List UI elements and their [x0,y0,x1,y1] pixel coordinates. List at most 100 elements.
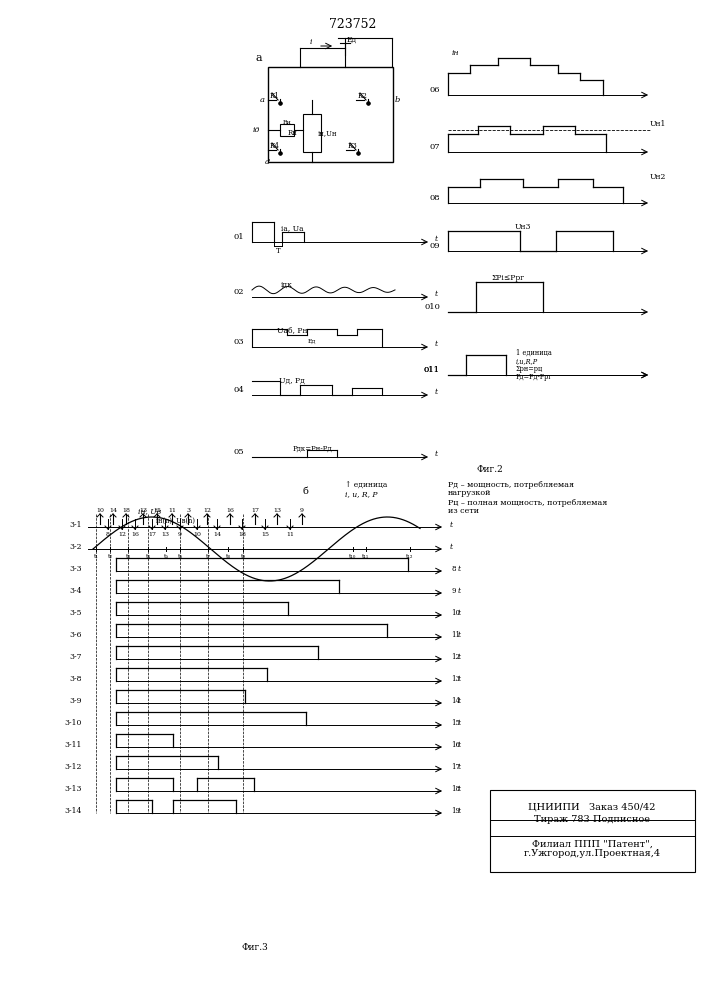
Text: 3-6: 3-6 [69,631,82,639]
Text: 10: 10 [193,532,201,538]
Text: К2: К2 [358,92,368,100]
Text: 11: 11 [286,532,294,538]
Text: t: t [458,697,461,705]
Text: ↑ единица: ↑ единица [345,482,387,490]
Text: 16: 16 [226,508,234,512]
Text: 3-9: 3-9 [69,697,82,705]
Text: 14: 14 [451,697,460,705]
Text: 19: 19 [451,807,460,815]
Text: t₈: t₈ [226,554,230,560]
Text: г.Ужгород,ул.Проектная,4: г.Ужгород,ул.Проектная,4 [523,850,660,858]
Text: Uн1: Uн1 [650,120,667,128]
Text: Pц – полная мощность, потребляемая: Pц – полная мощность, потребляемая [448,499,607,507]
Text: 12: 12 [203,508,211,512]
Text: Фиг.2: Фиг.2 [477,466,503,475]
Text: t: t [458,785,461,793]
Text: 010: 010 [424,303,440,311]
Text: 17: 17 [451,763,460,771]
Text: из сети: из сети [448,507,479,515]
Text: 3-1: 3-1 [69,521,82,529]
Text: t₇: t₇ [206,554,211,560]
Text: Uн2: Uн2 [650,173,667,181]
Text: 723752: 723752 [329,18,377,31]
Text: t: t [458,675,461,683]
Text: Eд: Eд [308,338,316,344]
Text: Σрн=рц: Σрн=рц [516,365,543,373]
Text: t: t [435,235,438,243]
Text: Pд=Pд-Pрг: Pд=Pд-Pрг [516,373,553,381]
Text: T: T [276,247,281,255]
Text: iд: iд [252,126,260,134]
Text: 11: 11 [168,508,176,512]
Text: ΣPi≤Pрг: ΣPi≤Pрг [491,274,525,282]
Text: t₃: t₃ [126,554,131,560]
Text: 18: 18 [238,532,246,538]
Text: Тираж 783 Подписное: Тираж 783 Подписное [534,816,650,824]
Text: Pд – мощность, потребляемая: Pд – мощность, потребляемая [448,481,574,489]
Text: Rн: Rн [288,129,298,137]
Text: iн, Uв: iн, Uв [139,507,162,515]
Text: iдк: iдк [281,281,293,289]
Text: Фиг.3: Фиг.3 [242,944,269,952]
Text: t: t [435,290,438,298]
Text: Uн3: Uн3 [515,223,531,231]
Bar [490,790,695,872]
Text: 01: 01 [233,233,244,241]
Text: t₅: t₅ [163,554,168,560]
Text: t₉: t₉ [240,554,245,560]
Text: 08: 08 [429,194,440,202]
Text: t: t [458,807,461,815]
Text: t: t [435,340,438,348]
Text: 3-8: 3-8 [69,675,82,683]
Text: t₁₂: t₁₂ [407,554,414,560]
Text: 11: 11 [451,631,460,639]
Text: i,u,R,P: i,u,R,P [516,357,538,365]
Text: 06: 06 [429,86,440,94]
Text: t₁₀: t₁₀ [349,554,357,560]
Text: К3: К3 [348,142,358,150]
Text: t₄: t₄ [146,554,151,560]
Text: 10: 10 [451,609,460,617]
Text: b: b [395,96,400,104]
Text: 03: 03 [233,338,244,346]
Text: 09: 09 [429,242,440,250]
Text: 14: 14 [213,532,221,538]
Text: t: t [458,587,461,595]
Text: 13: 13 [161,532,169,538]
Text: Uд, Pд: Uд, Pд [279,377,305,385]
Text: 05: 05 [233,448,244,456]
Text: 3-2: 3-2 [69,543,82,551]
Text: t₆: t₆ [177,554,182,560]
Text: б: б [302,488,308,496]
Text: 011: 011 [424,366,440,374]
Text: 15: 15 [261,532,269,538]
Text: ЦНИИПИ   Заказ 450/42: ЦНИИПИ Заказ 450/42 [528,802,656,812]
Text: Филиал ППП "Патент",: Филиал ППП "Патент", [532,840,653,848]
Text: iн,Uн: iн,Uн [318,129,338,137]
Text: t₁: t₁ [93,554,98,560]
Text: Pдк=Pн-Pд: Pдк=Pн-Pд [292,445,332,453]
Text: 04: 04 [233,386,244,394]
Text: 18: 18 [122,508,130,512]
Text: 3-7: 3-7 [69,653,82,661]
Text: 011: 011 [424,366,440,374]
Text: 8: 8 [451,565,455,573]
Text: 9: 9 [451,587,455,595]
Text: t: t [435,388,438,396]
Text: 10: 10 [96,508,104,512]
Text: t: t [458,741,461,749]
Text: 3: 3 [186,508,190,512]
Text: 9: 9 [178,532,182,538]
Text: 16: 16 [451,741,460,749]
Text: 16: 16 [131,532,139,538]
Text: 3-14: 3-14 [64,807,82,815]
Text: t: t [458,631,461,639]
Text: t: t [458,565,461,573]
Text: t₂: t₂ [107,554,112,560]
Bar [268,67,393,162]
Text: t: t [450,543,453,551]
Text: a': a' [265,158,271,166]
Text: 12: 12 [451,653,460,661]
Text: 8: 8 [106,532,110,538]
Text: iа, Uа: iа, Uа [281,224,303,232]
